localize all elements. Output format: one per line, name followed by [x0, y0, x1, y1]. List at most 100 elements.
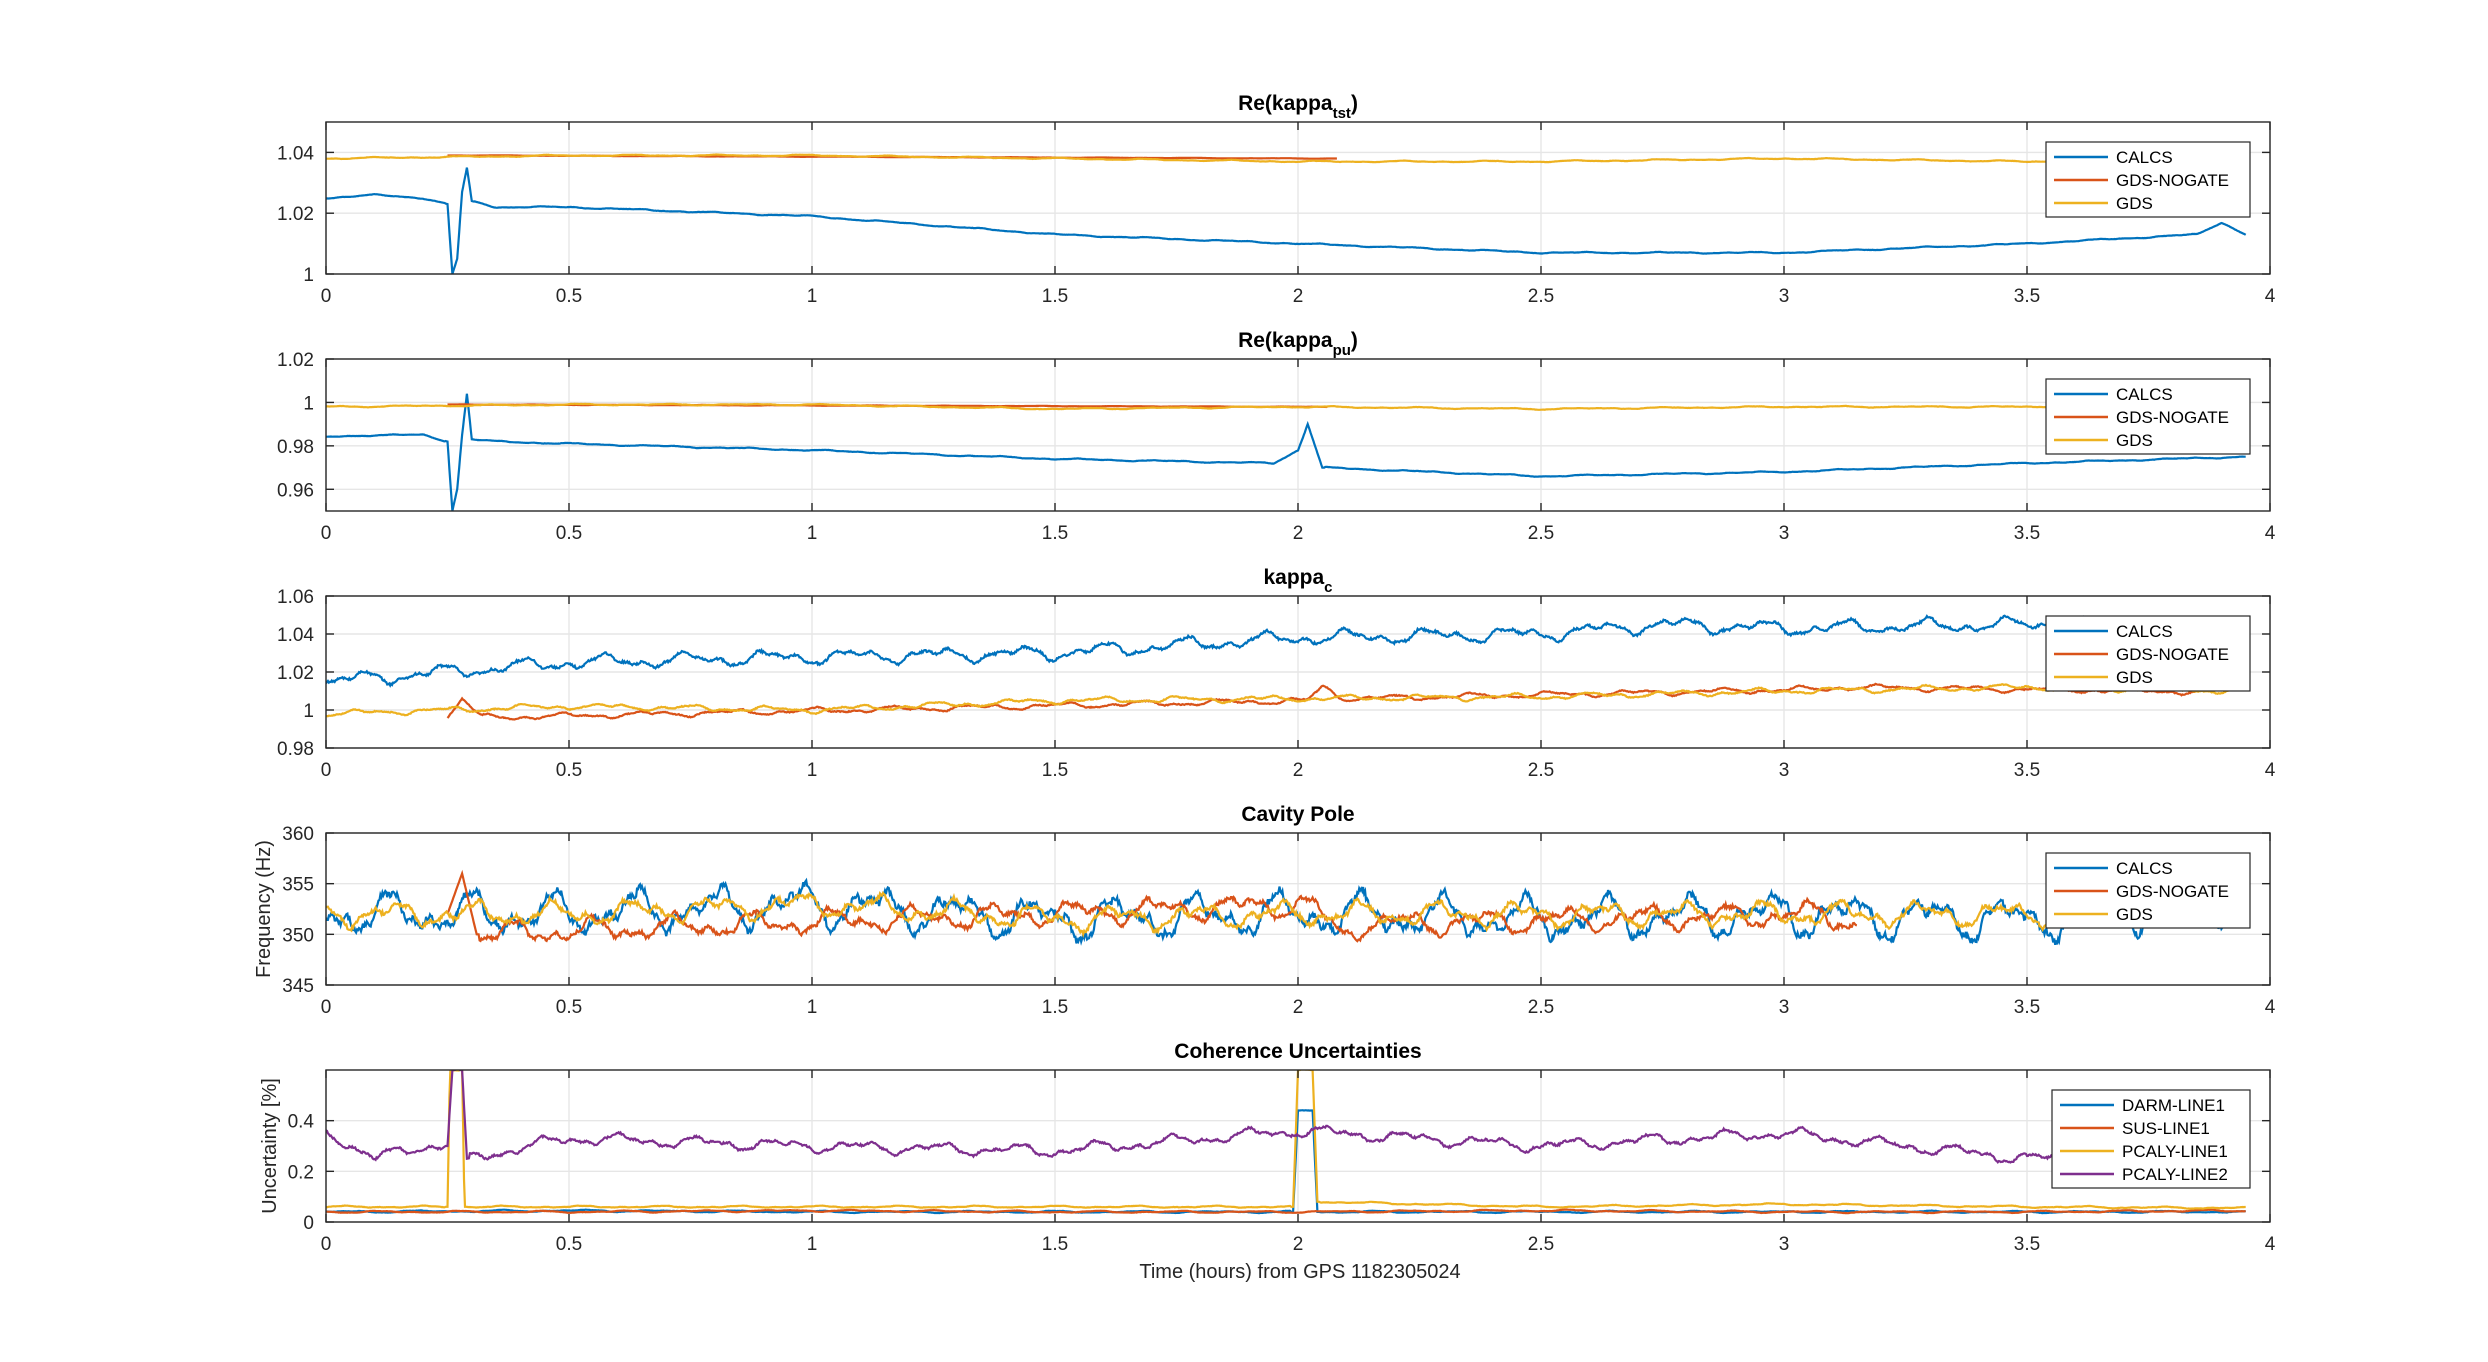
panel-title-main: kappa: [1263, 566, 1324, 589]
panel-title-tail: ): [1351, 329, 1358, 352]
panel-1: 0 0.5 1 1.5 2 2.5 3 3.5 4 1 1.02 1.04 Re(kappatst) CA…: [277, 92, 2276, 307]
x-tick-label: 0.5: [556, 1234, 582, 1255]
x-tick-label: 3: [1779, 760, 1790, 781]
legend: CALCS GDS-NOGATE GDS: [2045, 615, 2251, 692]
series-line-gds: [326, 683, 2247, 718]
series-group: [326, 393, 2246, 511]
panel-title-main: Coherence Uncertainties: [1174, 1040, 1421, 1063]
panel-title-subscript: c: [1324, 579, 1332, 596]
panel-3: 0 0.5 1 1.5 2 2.5 3 3.5 4 0.98 1 1.02 1.04 1.06 kappac…: [277, 566, 2276, 781]
y-tick-label: 0.4: [288, 1112, 315, 1133]
y-tick-label: 360: [282, 824, 314, 845]
series-line-calcs: [326, 393, 2246, 511]
x-tick-label: 3.5: [2014, 760, 2040, 781]
legend-label-gds-nogate: GDS-NOGATE: [2116, 645, 2229, 664]
x-tick-label: 2.5: [1528, 523, 1554, 544]
y-tick-label: 1.02: [277, 204, 314, 225]
x-tick-label: 3: [1779, 286, 1790, 307]
legend-label-gds: GDS: [2116, 905, 2153, 924]
x-tick-label: 1.5: [1042, 1234, 1068, 1255]
panel-title-main: Re(kappa: [1238, 92, 1333, 115]
panel-title: Cavity Pole: [1241, 803, 1354, 826]
x-tick-label: 1.5: [1042, 997, 1068, 1018]
x-tick-label: 3: [1779, 997, 1790, 1018]
x-tick-label: 2.5: [1528, 1234, 1554, 1255]
panel-title-main: Cavity Pole: [1241, 803, 1354, 826]
series-line-calcs: [326, 614, 2247, 688]
panel-title-tail: ): [1351, 92, 1358, 115]
y-tick-label: 1: [303, 701, 314, 722]
panel-title: Coherence Uncertainties: [1174, 1040, 1421, 1063]
panel-title-subscript: tst: [1333, 105, 1351, 122]
x-tick-label: 0.5: [556, 286, 582, 307]
grid: [325, 122, 2271, 275]
legend: CALCS GDS-NOGATE GDS: [2045, 378, 2251, 455]
series-group: [326, 869, 2247, 946]
x-tick-label: 0: [321, 760, 332, 781]
legend: CALCS GDS-NOGATE GDS: [2045, 852, 2251, 929]
x-tick-label: 2: [1293, 286, 1304, 307]
panel-title-subscript: pu: [1333, 342, 1351, 359]
x-tick-label: 2: [1293, 997, 1304, 1018]
series-line-darm-line1: [326, 1109, 2246, 1215]
x-tick-label: 0: [321, 286, 332, 307]
panel-title: Re(kappatst): [1238, 92, 1358, 122]
x-tick-label: 1: [807, 523, 818, 544]
x-tick-label: 2.5: [1528, 286, 1554, 307]
y-tick-label: 355: [282, 875, 314, 896]
x-tick-label: 1.5: [1042, 523, 1068, 544]
x-tick-label: 1.5: [1042, 286, 1068, 307]
x-tick-label: 0: [321, 523, 332, 544]
x-tick-label: 3.5: [2014, 1234, 2040, 1255]
series-line-pcaly-line1: [326, 1070, 2246, 1210]
x-tick-label: 3.5: [2014, 997, 2040, 1018]
x-tick-label: 2: [1293, 1234, 1304, 1255]
panel-title: kappac: [1263, 566, 1332, 596]
y-tick-label: 345: [282, 976, 314, 997]
x-tick-label: 4: [2265, 523, 2276, 544]
y-tick-label: 0: [303, 1213, 314, 1234]
series-line-gds: [326, 890, 2247, 939]
series-line-calcs: [326, 167, 2247, 274]
legend-label-darm-line1: DARM-LINE1: [2122, 1096, 2225, 1115]
x-tick-label: 0.5: [556, 997, 582, 1018]
legend-label-gds: GDS: [2116, 194, 2153, 213]
y-tick-label: 0.2: [288, 1162, 314, 1183]
legend-label-gds-nogate: GDS-NOGATE: [2116, 171, 2229, 190]
panel-4: 0 0.5 1 1.5 2 2.5 3 3.5 4 345 350 355 360 Cavity Pole…: [253, 803, 2276, 1018]
y-tick-label: 0.98: [277, 437, 314, 458]
legend-box: [2051, 1089, 2251, 1189]
panel-title-main: Re(kappa: [1238, 329, 1333, 352]
legend-label-gds-nogate: GDS-NOGATE: [2116, 882, 2229, 901]
x-tick-label: 2.5: [1528, 760, 1554, 781]
x-tick-label: 2.5: [1528, 997, 1554, 1018]
series-group: [326, 153, 2247, 274]
x-tick-label: 1.5: [1042, 760, 1068, 781]
y-tick-label: 1: [303, 393, 314, 414]
x-tick-label: 1: [807, 286, 818, 307]
x-tick-label: 0.5: [556, 760, 582, 781]
x-tick-label: 2: [1293, 760, 1304, 781]
y-axis-label: Frequency (Hz): [253, 840, 275, 978]
x-tick-label: 3.5: [2014, 523, 2040, 544]
x-tick-label: 0: [321, 997, 332, 1018]
panel-2: 0 0.5 1 1.5 2 2.5 3 3.5 4 0.96 0.98 1 1.02 Re(kappapu…: [277, 329, 2276, 544]
series-group: [326, 1070, 2247, 1215]
legend-label-calcs: CALCS: [2116, 622, 2173, 641]
legend-label-gds: GDS: [2116, 668, 2153, 687]
legend-box: [2045, 378, 2251, 455]
series-line-gds: [326, 153, 2246, 164]
x-tick-label: 4: [2265, 1234, 2276, 1255]
y-tick-label: 1.02: [277, 663, 314, 684]
figure-xlabel: Time (hours) from GPS 1182305024: [1139, 1261, 1460, 1283]
x-tick-label: 3.5: [2014, 286, 2040, 307]
x-tick-label: 1: [807, 760, 818, 781]
panels: 0 0.5 1 1.5 2 2.5 3 3.5 411.021.04Re(kappatst)CA…: [253, 92, 2276, 1255]
x-tick-label: 0: [321, 1234, 332, 1255]
legend: DARM-LINE1 SUS-LINE1 PCALY-LINE1 PCALY-LINE…: [2051, 1089, 2251, 1189]
series-line-gds-nogate: [446, 682, 2198, 721]
y-tick-label: 0.98: [277, 739, 314, 760]
y-tick-label: 1.02: [277, 350, 314, 371]
legend-label-pcaly-line2: PCALY-LINE2: [2122, 1165, 2228, 1184]
y-tick-label: 350: [282, 925, 314, 946]
